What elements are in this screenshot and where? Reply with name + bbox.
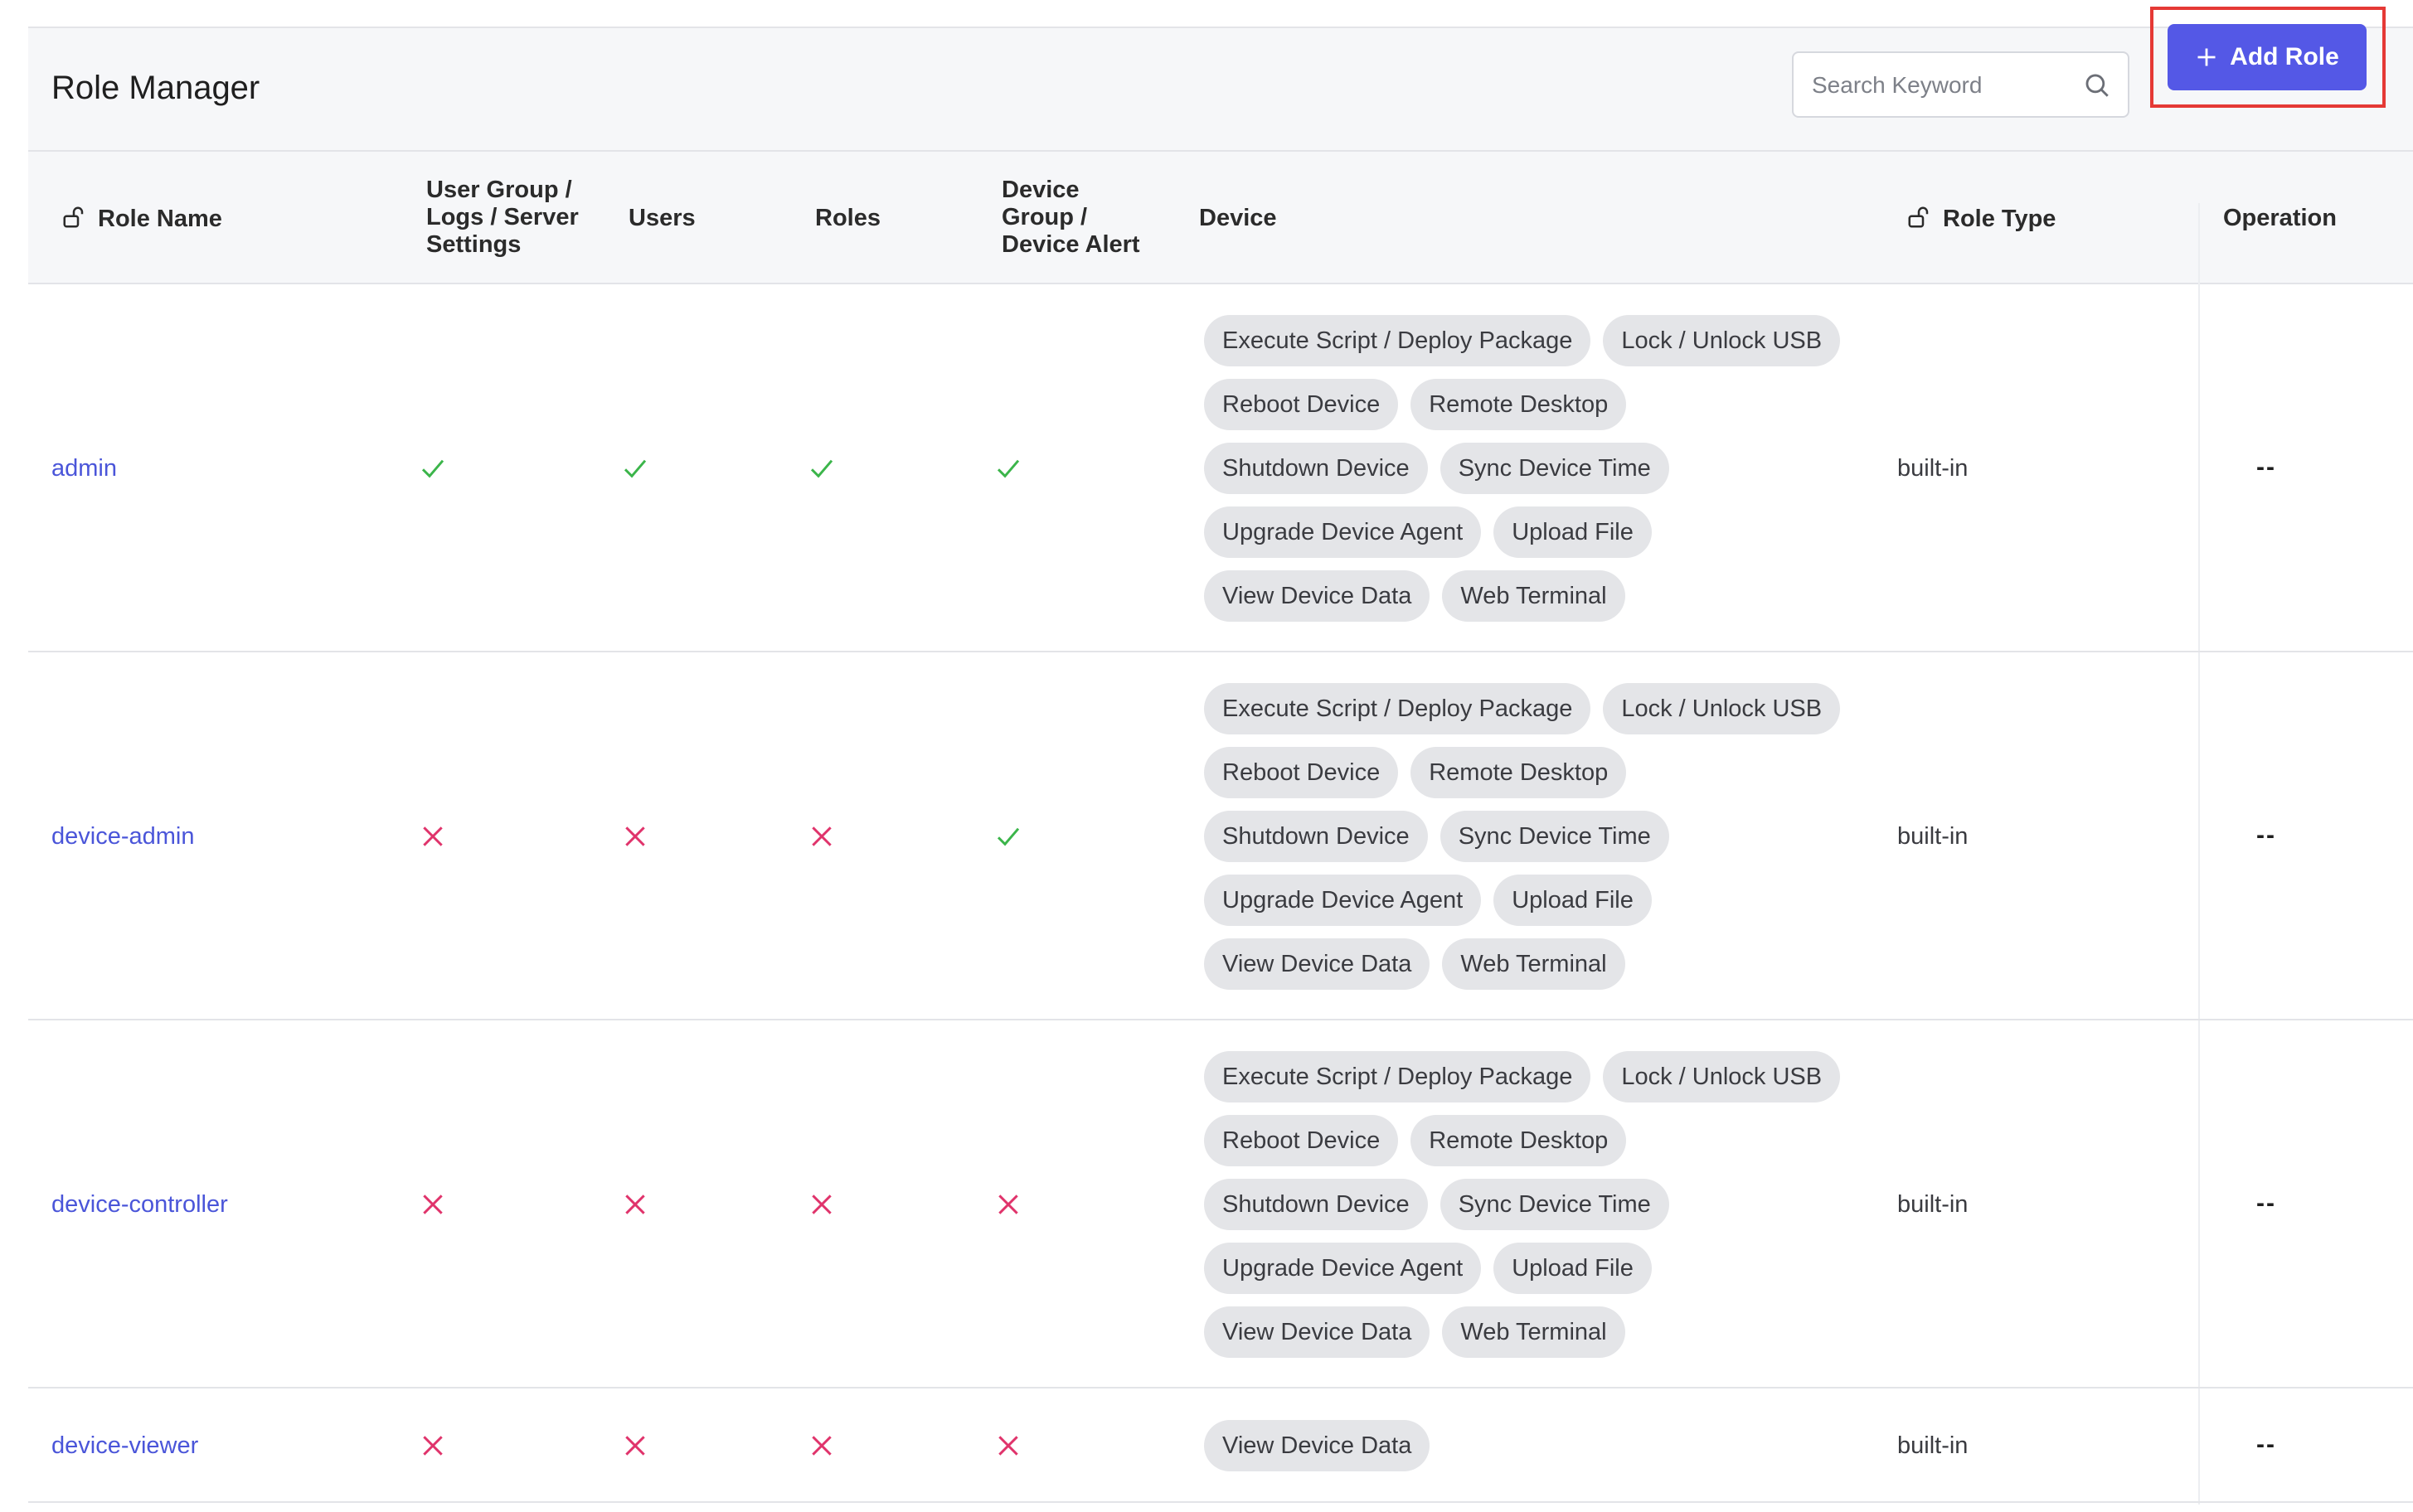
cross-icon bbox=[420, 1432, 446, 1459]
device-permission-tag: Remote Desktop bbox=[1410, 747, 1627, 798]
device-permission-tag: Reboot Device bbox=[1204, 1115, 1399, 1166]
role-name-link[interactable]: admin bbox=[51, 455, 117, 482]
device-permission-tag: Remote Desktop bbox=[1410, 379, 1627, 430]
cross-icon bbox=[622, 1191, 648, 1218]
device-permission-tags: Execute Script / Deploy Package Lock / Un… bbox=[1204, 1051, 1851, 1358]
device-permission-tag: Sync Device Time bbox=[1440, 443, 1669, 494]
check-icon bbox=[622, 455, 648, 482]
plus-icon bbox=[2197, 48, 2216, 66]
device-permission-tags: Execute Script / Deploy Package Lock / Un… bbox=[1204, 683, 1851, 990]
role-name-link[interactable]: device-viewer bbox=[51, 1432, 199, 1459]
cross-icon bbox=[995, 1432, 1022, 1459]
cross-icon bbox=[622, 1432, 648, 1459]
device-permission-tag: Web Terminal bbox=[1442, 938, 1625, 990]
search-input[interactable] bbox=[1810, 53, 2087, 118]
column-device-group-line1: Device bbox=[1002, 177, 1080, 203]
add-role-label: Add Role bbox=[2230, 43, 2339, 70]
device-permission-tag: Lock / Unlock USB bbox=[1603, 1051, 1841, 1102]
role-type-value: built-in bbox=[1897, 1191, 1969, 1218]
cross-icon bbox=[808, 1191, 835, 1218]
column-device-group-line3: Device Alert bbox=[1002, 231, 1140, 258]
device-permission-tag: Upload File bbox=[1493, 875, 1652, 926]
column-device: Device bbox=[1199, 205, 1277, 231]
add-role-highlight bbox=[2150, 7, 2386, 108]
device-permission-tag: Upgrade Device Agent bbox=[1204, 1243, 1482, 1294]
check-icon bbox=[808, 455, 835, 482]
device-permission-tags: View Device Data bbox=[1204, 1420, 1851, 1471]
device-permission-tag: Reboot Device bbox=[1204, 747, 1399, 798]
cross-icon bbox=[995, 1191, 1022, 1218]
column-roles: Roles bbox=[815, 205, 881, 231]
column-divider bbox=[2198, 203, 2200, 1505]
column-role-type[interactable]: Role Type bbox=[1906, 205, 2056, 233]
column-device-group: Device Group / Device Alert bbox=[1002, 177, 1140, 259]
device-permission-tag: Execute Script / Deploy Package bbox=[1204, 683, 1591, 734]
device-permission-tag: Shutdown Device bbox=[1204, 1179, 1428, 1230]
device-permission-tags: Execute Script / Deploy Package Lock / Un… bbox=[1204, 315, 1851, 622]
device-permission-tag: Shutdown Device bbox=[1204, 811, 1428, 862]
device-permission-tag: Upload File bbox=[1493, 1243, 1652, 1294]
search-box[interactable] bbox=[1792, 51, 2129, 118]
column-operation: Operation bbox=[2223, 205, 2337, 231]
add-role-button[interactable]: Add Role bbox=[2168, 24, 2367, 90]
column-users: Users bbox=[629, 205, 696, 231]
cross-icon bbox=[622, 823, 648, 850]
column-role-name[interactable]: Role Name bbox=[61, 205, 222, 233]
check-icon bbox=[420, 455, 446, 482]
role-type-value: built-in bbox=[1897, 1432, 1969, 1459]
column-role-name-label: Role Name bbox=[98, 206, 222, 232]
column-user-group-line2: Logs / Server bbox=[426, 204, 579, 230]
role-name-link[interactable]: device-admin bbox=[51, 823, 195, 850]
device-permission-tag: Remote Desktop bbox=[1410, 1115, 1627, 1166]
cross-icon bbox=[420, 823, 446, 850]
device-permission-tag: Execute Script / Deploy Package bbox=[1204, 315, 1591, 366]
device-permission-tag: Reboot Device bbox=[1204, 379, 1399, 430]
role-name-link[interactable]: device-controller bbox=[51, 1191, 228, 1218]
device-permission-tag: Lock / Unlock USB bbox=[1603, 315, 1841, 366]
cross-icon bbox=[420, 1191, 446, 1218]
device-permission-tag: Lock / Unlock USB bbox=[1603, 683, 1841, 734]
device-permission-tag: Web Terminal bbox=[1442, 570, 1625, 622]
column-user-group: User Group / Logs / Server Settings bbox=[426, 177, 579, 259]
device-permission-tag: View Device Data bbox=[1204, 570, 1430, 622]
device-permission-tag: Upgrade Device Agent bbox=[1204, 506, 1482, 558]
device-permission-tag: View Device Data bbox=[1204, 1306, 1430, 1358]
device-permission-tag: Upload File bbox=[1493, 506, 1652, 558]
unlock-icon[interactable] bbox=[61, 205, 86, 230]
cross-icon bbox=[808, 1432, 835, 1459]
table-row: admin Execute Script / Deploy Package Lock… bbox=[28, 284, 2413, 652]
device-permission-tag: Shutdown Device bbox=[1204, 443, 1428, 494]
operation-value: -- bbox=[2256, 821, 2276, 849]
role-type-value: built-in bbox=[1897, 455, 1969, 482]
device-permission-tag: Sync Device Time bbox=[1440, 811, 1669, 862]
device-permission-tag: View Device Data bbox=[1204, 1420, 1430, 1471]
operation-value: -- bbox=[2256, 453, 2276, 481]
page-title: Role Manager bbox=[51, 70, 260, 106]
table-row: device-controller Execute Script / Deploy… bbox=[28, 1020, 2413, 1388]
device-permission-tag: Upgrade Device Agent bbox=[1204, 875, 1482, 926]
table-row: device-viewer View Device Data built-in -- bbox=[28, 1388, 2413, 1503]
device-permission-tag: Execute Script / Deploy Package bbox=[1204, 1051, 1591, 1102]
device-permission-tag: Web Terminal bbox=[1442, 1306, 1625, 1358]
device-permission-tag: View Device Data bbox=[1204, 938, 1430, 990]
check-icon bbox=[995, 823, 1022, 850]
unlock-icon[interactable] bbox=[1906, 205, 1931, 230]
operation-value: -- bbox=[2256, 1431, 2276, 1458]
table-row: device-admin Execute Script / Deploy Pack… bbox=[28, 652, 2413, 1020]
column-user-group-line3: Settings bbox=[426, 231, 522, 258]
column-device-group-line2: Group / bbox=[1002, 204, 1088, 230]
device-permission-tag: Sync Device Time bbox=[1440, 1179, 1669, 1230]
check-icon bbox=[995, 455, 1022, 482]
table-header: Role Name User Group / Logs / Server Set… bbox=[28, 152, 2413, 284]
cross-icon bbox=[808, 823, 835, 850]
search-icon[interactable] bbox=[2083, 71, 2111, 99]
operation-value: -- bbox=[2256, 1190, 2276, 1217]
column-role-type-label: Role Type bbox=[1943, 206, 2056, 232]
page-header: Role Manager bbox=[28, 27, 2413, 152]
role-type-value: built-in bbox=[1897, 823, 1969, 850]
column-user-group-line1: User Group / bbox=[426, 177, 572, 203]
